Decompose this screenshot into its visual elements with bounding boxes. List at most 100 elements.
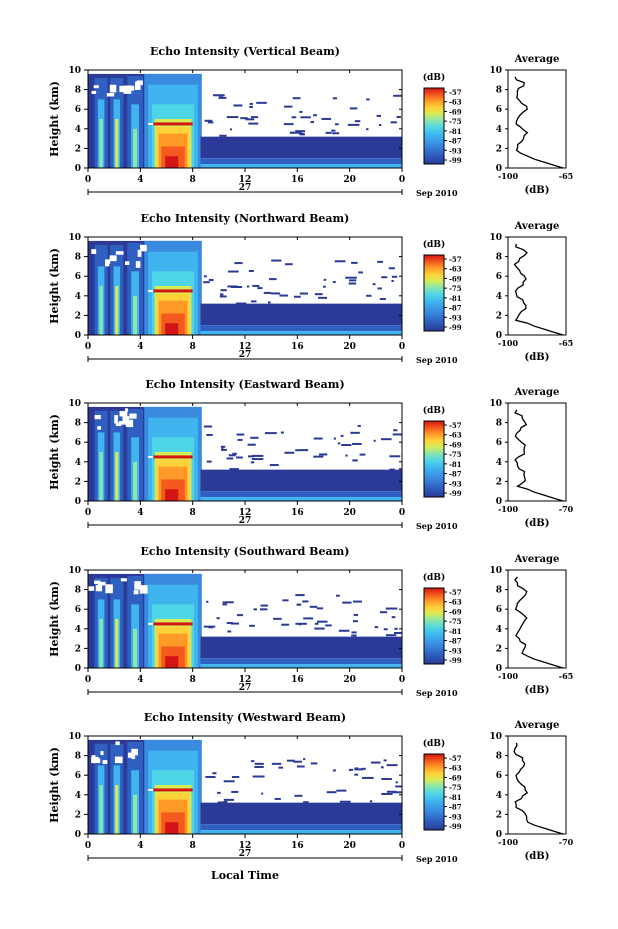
- echo-field: [88, 736, 402, 834]
- x-tick-label: 8: [190, 675, 196, 685]
- echo-speck: [347, 123, 360, 126]
- echo-cell: [165, 656, 179, 668]
- avg-x-label: (dB): [525, 851, 550, 862]
- echo-speck: [299, 110, 303, 113]
- colorbar-tick: -63: [449, 764, 462, 773]
- colorbar-tick: -81: [449, 627, 462, 636]
- x-tick-label: 12: [239, 841, 252, 851]
- echo-speck: [271, 762, 282, 765]
- echo-speck: [332, 132, 340, 135]
- echo-speck: [348, 768, 354, 771]
- echo-speck: [341, 444, 352, 447]
- echo-speck: [250, 436, 259, 439]
- avg-y-tick-label: 8: [496, 586, 502, 596]
- echo-speck: [219, 134, 227, 137]
- colorbar: (dB) -57-63-69-75-81-87-93-99: [423, 738, 462, 831]
- colorbar-tick: -99: [449, 489, 462, 498]
- chart-title: Echo Intensity (Vertical Beam): [150, 45, 340, 58]
- y-tick-label: 10: [68, 732, 81, 742]
- echo-speck: [345, 276, 357, 279]
- echo-speck: [284, 105, 293, 108]
- colorbar-scale: [423, 587, 445, 665]
- echo-speck: [270, 292, 281, 295]
- echo-speck: [250, 300, 257, 303]
- x-tick-label: 0: [85, 175, 91, 185]
- y-axis-label: Height (km): [48, 747, 61, 823]
- avg-x-tick-label: -100: [498, 171, 518, 181]
- x-tick-label: 12: [239, 508, 252, 518]
- echo-speck: [389, 455, 401, 458]
- echo-speck: [281, 623, 290, 626]
- echo-speck: [236, 433, 245, 436]
- echo-cell: [99, 785, 103, 834]
- average-profile: Average 0 2 4 6 8 10 -100 -65 (dB): [489, 221, 573, 363]
- echo-speck: [289, 131, 302, 134]
- echo-speck: [332, 769, 336, 772]
- y-tick-label: 8: [75, 419, 81, 429]
- colorbar-tick: -81: [449, 294, 462, 303]
- avg-y-tick-label: 0: [496, 664, 502, 674]
- echo-speck: [332, 280, 336, 283]
- echo-speck: [206, 460, 212, 463]
- echo-speck: [271, 259, 282, 262]
- y-tick-label: 0: [75, 164, 81, 174]
- avg-y-tick-label: 6: [496, 771, 502, 781]
- echo-speck: [348, 282, 357, 285]
- echo-speck: [252, 454, 264, 457]
- echo-speck: [303, 758, 306, 761]
- x-tick-label: 20: [343, 675, 356, 685]
- echo-speck: [381, 792, 393, 795]
- average-profile: Average 0 2 4 6 8 10 -100 -70 (dB): [489, 720, 573, 862]
- echo-speck: [383, 628, 388, 631]
- echo-speck: [351, 634, 357, 637]
- colorbar-tick: -57: [449, 421, 462, 430]
- colorbar-tick: -81: [449, 127, 462, 136]
- echo-speck: [221, 448, 227, 451]
- colorbar-tick: -93: [449, 812, 462, 821]
- colorbar-unit: (dB): [423, 738, 445, 749]
- echo-speck: [229, 128, 232, 131]
- echo-speck: [379, 123, 382, 126]
- echo-speck: [399, 468, 402, 471]
- colorbar-tick: -99: [449, 656, 462, 665]
- colorbar-tick: -81: [449, 460, 462, 469]
- x-tick-label: 8: [190, 841, 196, 851]
- echo-speck: [310, 121, 315, 124]
- echo-speck: [395, 781, 398, 784]
- date-label: Sep 2010: [416, 188, 458, 198]
- echo-speck: [314, 622, 319, 625]
- echo-speck: [380, 766, 384, 769]
- echo-speck: [284, 451, 295, 454]
- average-profile: Average 0 2 4 6 8 10 -100 -65 (dB): [489, 554, 573, 696]
- echo-layer: [200, 636, 402, 659]
- echo-speck: [204, 119, 213, 122]
- echo-speck: [391, 279, 394, 282]
- average-title: Average: [514, 54, 560, 65]
- x-tick-label: 4: [137, 675, 143, 685]
- echo-speck: [282, 599, 289, 602]
- avg-x-tick-label: -100: [498, 671, 518, 681]
- x-tick-label: 16: [291, 342, 304, 352]
- x-tick-label: 16: [291, 175, 304, 185]
- y-tick-label: 2: [75, 644, 81, 654]
- y-axis-label: Height (km): [48, 414, 61, 490]
- echo-speck: [379, 611, 388, 614]
- heatmap: 0 2 4 6 8 10 0 4 8 12 16 20 0 27 Sep 2010 Height (km): [48, 399, 458, 531]
- echo-speck: [261, 792, 264, 795]
- avg-x-tick-label: -100: [498, 338, 518, 348]
- echo-speck: [293, 295, 301, 298]
- echo-speck: [323, 278, 327, 281]
- colorbar-tick: -69: [449, 107, 462, 116]
- echo-speck: [295, 130, 306, 133]
- date-label: Sep 2010: [416, 854, 458, 864]
- colorbar-tick: -63: [449, 98, 462, 107]
- x-tick-label: 8: [190, 175, 196, 185]
- y-tick-label: 6: [75, 605, 81, 615]
- avg-y-tick-label: 6: [496, 272, 502, 282]
- x-tick-label: 12: [239, 675, 252, 685]
- echo-speck: [345, 454, 348, 457]
- avg-y-tick-label: 10: [489, 732, 502, 742]
- echo-speck: [251, 458, 264, 461]
- avg-y-tick-label: 10: [489, 566, 502, 576]
- echo-speck: [392, 791, 402, 794]
